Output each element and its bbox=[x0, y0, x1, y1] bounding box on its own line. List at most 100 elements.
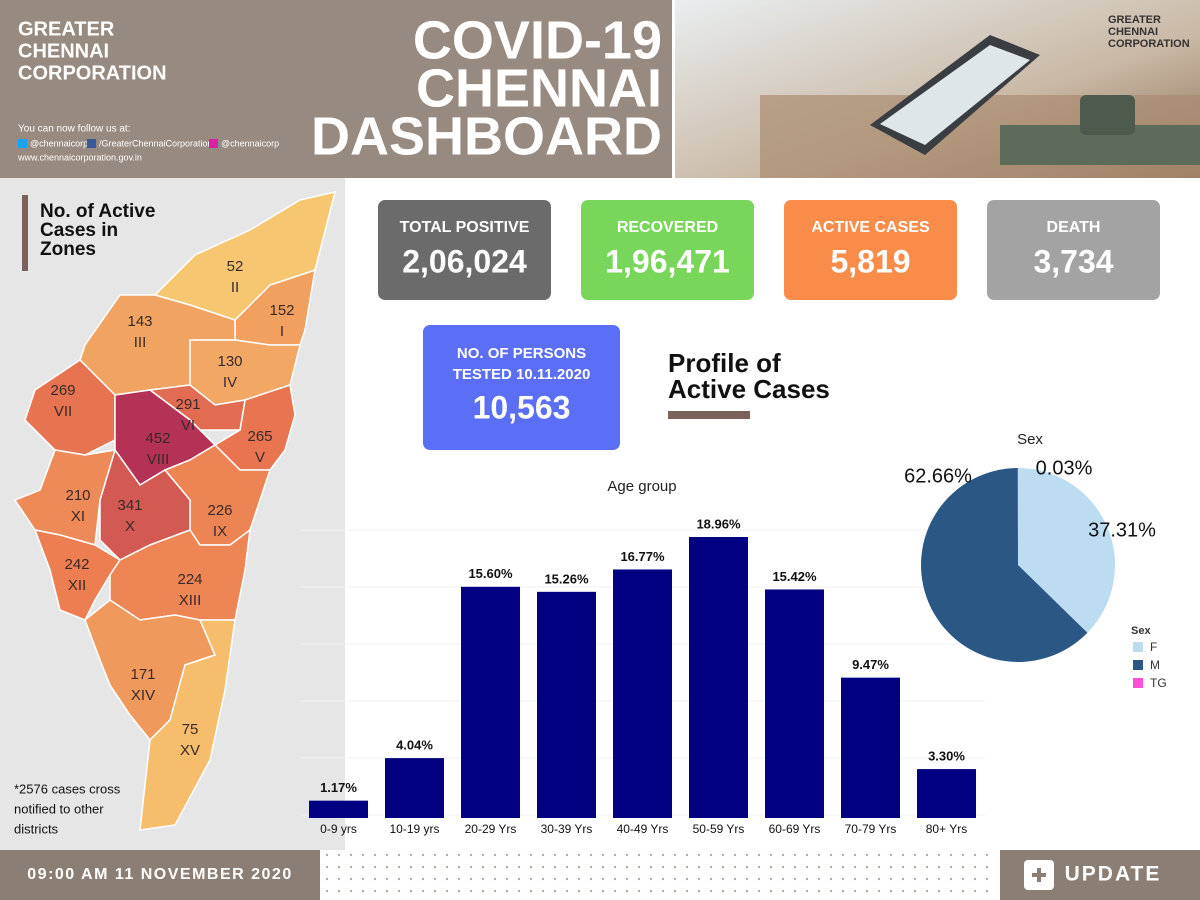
bar bbox=[613, 569, 672, 818]
zone-value: 265 bbox=[247, 428, 272, 445]
stat-card bbox=[581, 200, 754, 300]
twitter-icon bbox=[18, 139, 27, 148]
bar-value-label: 18.96% bbox=[696, 516, 741, 531]
zone-value: 224 bbox=[177, 571, 202, 588]
chart-title: Sex bbox=[1017, 431, 1043, 448]
photo-pot bbox=[1080, 95, 1135, 135]
tested-label: NO. OF PERSONS bbox=[457, 345, 586, 362]
x-tick-label: 10-19 yrs bbox=[389, 822, 439, 836]
zone-name: VII bbox=[54, 403, 72, 420]
legend-swatch bbox=[1133, 642, 1143, 652]
logo-text: CHENNAI bbox=[1108, 26, 1158, 38]
zone-name: XII bbox=[68, 577, 86, 594]
bar-value-label: 16.77% bbox=[620, 549, 665, 564]
bar bbox=[841, 677, 900, 818]
footer-datetime: 09:00 AM 11 NOVEMBER 2020 bbox=[27, 866, 292, 883]
org-name: CHENNAI bbox=[18, 40, 109, 62]
zone-name: IV bbox=[223, 374, 237, 391]
tested-card bbox=[423, 325, 620, 450]
zone-name: VIII bbox=[147, 451, 170, 468]
legend-label: M bbox=[1150, 658, 1160, 672]
zone-value: 171 bbox=[130, 666, 155, 683]
zone-name: X bbox=[125, 518, 135, 535]
zone-name: XI bbox=[71, 508, 85, 525]
zone-area bbox=[33, 528, 122, 621]
map-note: notified to other bbox=[14, 801, 104, 816]
stat-value: 3,734 bbox=[1033, 243, 1113, 279]
dashboard-title: COVID-19 bbox=[413, 10, 662, 70]
zone-name: IX bbox=[213, 523, 227, 540]
bar-value-label: 1.17% bbox=[320, 780, 357, 795]
zone-name: II bbox=[231, 279, 239, 296]
zone-value: 75 bbox=[182, 721, 199, 738]
footer-date-panel bbox=[0, 850, 320, 900]
zone-value: 291 bbox=[175, 396, 200, 413]
update-icon-plus bbox=[1032, 868, 1046, 882]
zone-name: XIV bbox=[131, 687, 155, 704]
map-title: Zones bbox=[40, 239, 96, 260]
footer-dots bbox=[322, 850, 998, 900]
bar bbox=[765, 589, 824, 818]
zone-value: 242 bbox=[64, 556, 89, 573]
stat-value: 2,06,024 bbox=[402, 243, 527, 279]
pie-slice bbox=[1018, 468, 1115, 633]
x-tick-label: 0-9 yrs bbox=[320, 822, 357, 836]
x-tick-label: 40-49 Yrs bbox=[617, 822, 669, 836]
facebook-icon bbox=[87, 139, 96, 148]
bar bbox=[537, 591, 596, 818]
website: www.chennaicorporation.gov.in bbox=[17, 152, 142, 162]
pie-value-label: 37.31% bbox=[1088, 519, 1156, 541]
zone-value: 452 bbox=[145, 430, 170, 447]
dashboard-title: CHENNAI bbox=[416, 58, 662, 118]
bar-value-label: 9.47% bbox=[852, 657, 889, 672]
tested-value: 10,563 bbox=[473, 389, 571, 425]
pie-slice bbox=[921, 468, 1088, 663]
tested-label: TESTED 10.11.2020 bbox=[453, 366, 591, 383]
x-tick-label: 80+ Yrs bbox=[926, 822, 967, 836]
zone-area bbox=[24, 359, 116, 456]
stat-label: RECOVERED bbox=[617, 219, 718, 236]
zone-value: 341 bbox=[117, 497, 142, 514]
bar bbox=[385, 758, 444, 818]
map-note: *2576 cases cross bbox=[14, 781, 121, 796]
legend-label: TG bbox=[1150, 676, 1167, 690]
stat-card bbox=[378, 200, 551, 300]
map-title: No. of Active bbox=[40, 201, 155, 222]
facebook-handle: /GreaterChennaiCorporation bbox=[99, 138, 213, 148]
legend-swatch bbox=[1133, 678, 1143, 688]
x-tick-label: 60-69 Yrs bbox=[769, 822, 821, 836]
stat-card bbox=[784, 200, 957, 300]
zone-name: III bbox=[134, 334, 147, 351]
zone-name: XIII bbox=[179, 592, 202, 609]
org-name: CORPORATION bbox=[18, 62, 167, 84]
zone-value: 269 bbox=[50, 382, 75, 399]
pie-value-label: 62.66% bbox=[904, 465, 972, 487]
follow-text: You can now follow us at: bbox=[18, 124, 130, 135]
zone-name: VI bbox=[181, 417, 195, 434]
legend-label: F bbox=[1150, 640, 1157, 654]
map-note: districts bbox=[14, 821, 59, 836]
zone-area bbox=[139, 619, 236, 831]
update-button[interactable]: UPDATE bbox=[1065, 863, 1162, 886]
profile-title: Active Cases bbox=[668, 374, 830, 404]
zone-value: 130 bbox=[217, 353, 242, 370]
zone-value: 226 bbox=[207, 502, 232, 519]
instagram-handle: @chennaicorp bbox=[221, 138, 279, 148]
profile-title: Profile of bbox=[668, 348, 781, 378]
map-title: Cases in bbox=[40, 220, 118, 241]
zone-name: XV bbox=[180, 742, 200, 759]
org-name: GREATER bbox=[18, 18, 115, 40]
dashboard-title: DASHBOARD bbox=[311, 106, 662, 166]
instagram-icon bbox=[209, 139, 218, 148]
bar bbox=[689, 537, 748, 818]
bar bbox=[309, 800, 368, 818]
stat-value: 1,96,471 bbox=[605, 243, 730, 279]
twitter-handle: @chennaicorp bbox=[30, 138, 88, 148]
pie-value-label: 0.03% bbox=[1036, 457, 1093, 479]
photo-screen bbox=[880, 45, 1030, 145]
bar bbox=[917, 769, 976, 818]
map-title-bar bbox=[22, 195, 28, 271]
bar-value-label: 3.30% bbox=[928, 749, 965, 764]
